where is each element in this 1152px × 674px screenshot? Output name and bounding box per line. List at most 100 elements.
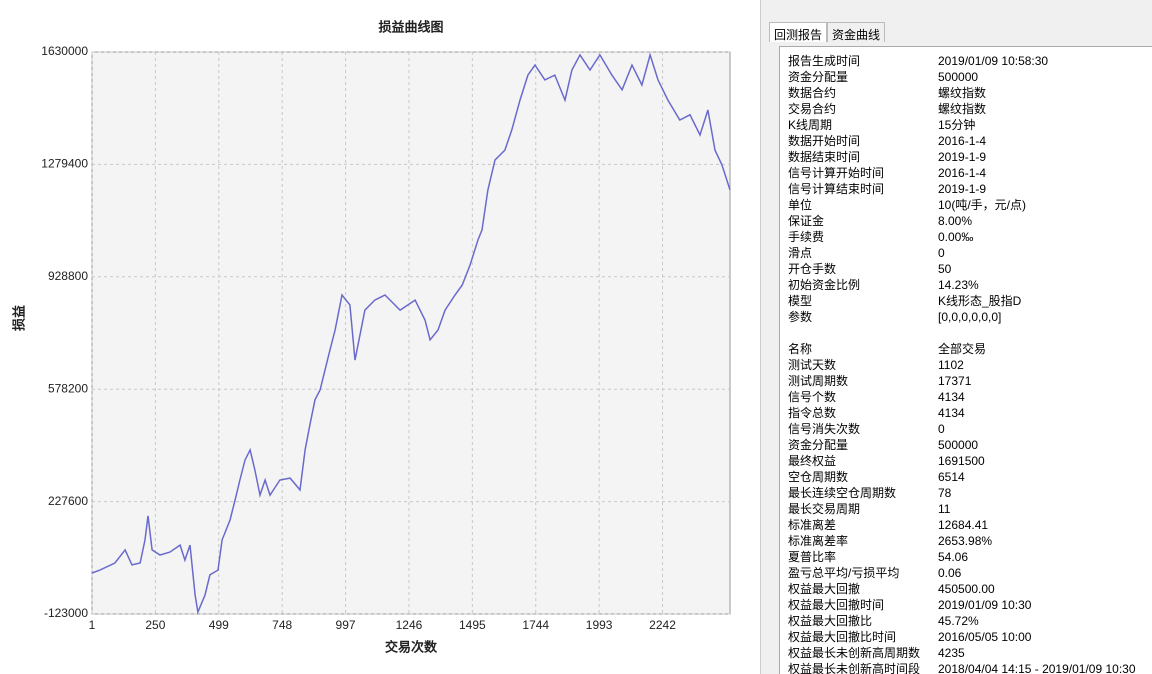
report-key: 标准离差率: [788, 534, 849, 548]
report-row: 信号计算开始时间 2016-1-4: [780, 165, 1152, 181]
report-row: 测试天数 1102: [780, 357, 1152, 373]
report-key: 单位: [788, 198, 813, 212]
report-key: 信号计算结束时间: [788, 182, 885, 196]
report-value: 2016-1-4: [938, 134, 987, 148]
chart-title: 损益曲线图: [378, 19, 443, 34]
report-list: 报告生成时间 2019/01/09 10:58:30 资金分配量 500000 数据合约…: [779, 46, 1152, 674]
x-tick-label: 748: [272, 618, 292, 632]
report-key: 开仓手数: [788, 262, 837, 276]
x-tick-label: 1744: [522, 618, 549, 632]
report-row: 指令总数 4134: [780, 405, 1152, 421]
report-value: 45.72%: [938, 614, 979, 628]
x-tick-label: 1993: [586, 618, 613, 632]
x-axis-label: 交易次数: [385, 639, 438, 654]
report-row: 参数 [0,0,0,0,0,0]: [780, 309, 1152, 325]
report-row: 测试周期数 17371: [780, 373, 1152, 389]
report-value: 450500.00: [938, 582, 995, 596]
report-key: 参数: [788, 310, 813, 324]
report-key: K线周期: [788, 118, 833, 132]
report-row: 数据结束时间 2019-1-9: [780, 149, 1152, 165]
report-value: 14.23%: [938, 278, 979, 292]
report-row: 滑点 0: [780, 245, 1152, 261]
chart: 损益曲线图 交易次数 损益 -123000 227600 578200 928800 1…: [11, 19, 731, 654]
report-value: 2018/04/04 14:15 - 2019/01/09 10:30: [938, 662, 1136, 674]
y-tick-label: 1630000: [41, 44, 88, 58]
report-row: 权益最长未创新高周期数 4235: [780, 645, 1152, 661]
report-key: 权益最大回撤比时间: [788, 630, 897, 644]
report-key: 资金分配量: [788, 438, 849, 452]
report-key: 盈亏总平均/亏损平均: [788, 566, 900, 580]
report-row: 初始资金比例 14.23%: [780, 277, 1152, 293]
tab[interactable]: 回测报告: [769, 22, 828, 42]
report-value: 0.00‰: [938, 230, 974, 244]
y-tick-label: 578200: [48, 381, 88, 395]
report-value: 螺纹指数: [938, 102, 987, 116]
y-axis-label: 损益: [11, 305, 26, 331]
tab-bar: 回测报告 资金曲线: [769, 22, 886, 42]
report-row: 手续费 0.00‰: [780, 229, 1152, 245]
report-value: 12684.41: [938, 518, 989, 532]
report-key: 数据结束时间: [788, 150, 861, 164]
report-row: 交易合约 螺纹指数: [780, 101, 1152, 117]
report-key: 标准离差: [788, 518, 837, 532]
report-row: 权益最大回撤比 45.72%: [780, 613, 1152, 629]
report-key: 模型: [788, 294, 813, 308]
report-value: 4235: [938, 646, 965, 660]
report-value: 2653.98%: [938, 534, 993, 548]
tab[interactable]: 资金曲线: [827, 22, 886, 42]
report-value: 10(吨/手，元/点): [938, 198, 1027, 212]
report-row: 标准离差率 2653.98%: [780, 533, 1152, 549]
report-value: 50: [938, 262, 952, 276]
report-row: 权益最大回撤比时间 2016/05/05 10:00: [780, 629, 1152, 645]
report-key: 权益最大回撤比: [788, 614, 873, 628]
report-row: 资金分配量 500000: [780, 437, 1152, 453]
report-row: 信号消失次数 0: [780, 421, 1152, 437]
report-value: 2019/01/09 10:58:30: [938, 54, 1049, 68]
report-key: 手续费: [788, 230, 825, 244]
report-row: 最终权益 1691500: [780, 453, 1152, 469]
report-key: 测试天数: [788, 358, 837, 372]
report-value: 2019-1-9: [938, 182, 987, 196]
report-value: 2016/05/05 10:00: [938, 630, 1032, 644]
report-row: 权益最大回撤时间 2019/01/09 10:30: [780, 597, 1152, 613]
x-tick-label: 499: [209, 618, 229, 632]
report-value: 0.06: [938, 566, 962, 580]
y-tick-label: 928800: [48, 269, 88, 283]
report-value: 2019-1-9: [938, 150, 987, 164]
report-value: [0,0,0,0,0,0]: [938, 310, 1002, 324]
report-key: 初始资金比例: [788, 278, 861, 292]
report-value: 11: [938, 502, 951, 516]
report-row: 数据开始时间 2016-1-4: [780, 133, 1152, 149]
report-row: 资金分配量 500000: [780, 69, 1152, 85]
report-value: 全部交易: [938, 342, 987, 356]
report-key: 交易合约: [788, 102, 837, 116]
report-row: 空仓周期数 6514: [780, 469, 1152, 485]
report-key: 权益最大回撤: [788, 582, 861, 596]
report-row: 名称 全部交易: [780, 341, 1152, 357]
x-tick-label: 2242: [649, 618, 676, 632]
report-value: 1691500: [938, 454, 985, 468]
report-value: 8.00%: [938, 214, 973, 228]
report-key: 夏普比率: [788, 550, 837, 564]
report-row: 信号个数 4134: [780, 389, 1152, 405]
report-value: 500000: [938, 438, 979, 452]
report-value: 4134: [938, 406, 965, 420]
report-value: 螺纹指数: [938, 86, 987, 100]
report-row: 模型 K线形态_股指D: [780, 293, 1152, 309]
report-value: 17371: [938, 374, 972, 388]
report-key: 空仓周期数: [788, 470, 849, 484]
report-key: 权益最大回撤时间: [788, 598, 885, 612]
report-row: 报告生成时间 2019/01/09 10:58:30: [780, 53, 1152, 69]
x-tick-label: 1246: [396, 618, 423, 632]
y-tick-label: 1279400: [41, 157, 88, 171]
report-value: 0: [938, 422, 945, 436]
report-row: 最长交易周期 11: [780, 501, 1152, 517]
report-key: 报告生成时间: [788, 54, 861, 68]
x-tick-label: 997: [336, 618, 356, 632]
report-row: 盈亏总平均/亏损平均 0.06: [780, 565, 1152, 581]
report-key: 权益最长未创新高时间段: [788, 662, 921, 674]
report-key: 信号个数: [788, 390, 837, 404]
report-key: 资金分配量: [788, 70, 849, 84]
report-key: 指令总数: [788, 406, 837, 420]
